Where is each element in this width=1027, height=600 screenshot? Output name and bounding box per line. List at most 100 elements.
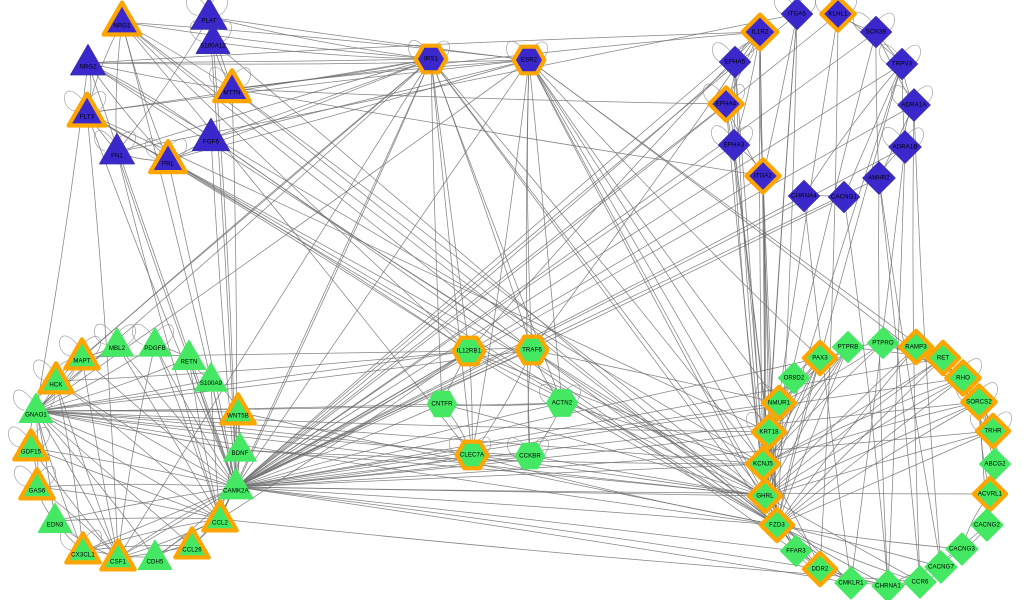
node-shape-diamond[interactable] — [862, 161, 896, 195]
node-shape-diamond[interactable] — [897, 328, 935, 366]
node-shape-hexagon[interactable] — [514, 334, 550, 366]
node-shape-triangle[interactable] — [223, 432, 257, 462]
node-shape-diamond[interactable] — [885, 47, 919, 81]
graph-node[interactable]: EPHA3 — [717, 128, 751, 162]
graph-node[interactable]: ITGA2 — [744, 157, 782, 195]
node-shape-diamond[interactable] — [746, 477, 784, 515]
node-shape-triangle[interactable] — [70, 44, 106, 76]
node-shape-diamond[interactable] — [974, 412, 1012, 450]
node-shape-diamond[interactable] — [960, 383, 998, 421]
node-shape-triangle[interactable] — [37, 361, 75, 395]
node-shape-diamond[interactable] — [924, 550, 958, 584]
node-shape-hexagon[interactable] — [413, 43, 449, 75]
node-shape-hexagon[interactable] — [545, 389, 579, 417]
node-shape-triangle[interactable] — [148, 139, 188, 175]
node-shape-diamond[interactable] — [707, 85, 745, 123]
node-shape-diamond[interactable] — [888, 130, 922, 164]
graph-node[interactable]: IRS1 — [413, 43, 449, 75]
graph-node[interactable]: GAS6 — [18, 467, 56, 501]
node-shape-triangle[interactable] — [37, 502, 73, 534]
node-shape-diamond[interactable] — [970, 508, 1004, 542]
graph-node[interactable]: ACVRL1 — [971, 475, 1009, 513]
node-shape-diamond[interactable] — [740, 12, 780, 52]
graph-node[interactable]: NRG1 — [101, 0, 143, 37]
node-shape-diamond[interactable] — [819, 0, 857, 33]
graph-node[interactable]: IL12RB1 — [451, 335, 487, 367]
node-shape-triangle[interactable] — [18, 467, 56, 501]
node-shape-triangle[interactable] — [99, 538, 137, 572]
node-shape-hexagon[interactable] — [511, 44, 547, 76]
node-shape-diamond[interactable] — [717, 128, 751, 162]
node-shape-hexagon[interactable] — [454, 439, 490, 471]
node-shape-diamond[interactable] — [897, 88, 931, 122]
graph-node[interactable]: TRAF6 — [514, 334, 550, 366]
node-shape-diamond[interactable] — [758, 506, 796, 544]
node-shape-triangle[interactable] — [101, 0, 143, 37]
graph-node[interactable]: NRG2 — [70, 44, 106, 76]
node-shape-diamond[interactable] — [718, 45, 752, 79]
node-shape-triangle[interactable] — [12, 428, 50, 462]
node-shape-triangle[interactable] — [99, 133, 135, 165]
node-shape-triangle[interactable] — [138, 327, 172, 357]
node-shape-hexagon[interactable] — [426, 390, 458, 418]
graph-node[interactable]: ITGA5 — [780, 0, 814, 31]
graph-node[interactable]: PDGFB — [138, 327, 172, 357]
node-shape-triangle[interactable] — [218, 468, 254, 500]
graph-node[interactable]: IL1R2 — [740, 12, 780, 52]
node-shape-triangle[interactable] — [171, 339, 207, 370]
node-shape-triangle[interactable] — [194, 362, 228, 392]
node-shape-diamond[interactable] — [777, 361, 811, 395]
node-shape-diamond[interactable] — [945, 532, 979, 566]
graph-node[interactable]: ABCG2 — [978, 447, 1012, 481]
graph-node[interactable]: CNTFR — [426, 390, 458, 418]
graph-node[interactable]: PTPRO — [866, 326, 900, 360]
node-shape-triangle[interactable] — [173, 526, 211, 560]
node-shape-diamond[interactable] — [859, 15, 893, 49]
node-shape-diamond[interactable] — [750, 413, 788, 451]
graph-node[interactable]: CCL26 — [173, 526, 211, 560]
graph-node[interactable]: PLAT — [190, 0, 228, 30]
node-shape-diamond[interactable] — [801, 550, 839, 588]
graph-node[interactable]: CACNG2 — [970, 508, 1004, 542]
node-shape-hexagon[interactable] — [451, 335, 487, 367]
node-shape-diamond[interactable] — [866, 326, 900, 360]
node-shape-diamond[interactable] — [924, 339, 962, 377]
node-shape-diamond[interactable] — [971, 475, 1009, 513]
node-shape-diamond[interactable] — [779, 534, 813, 568]
node-shape-diamond[interactable] — [944, 359, 982, 397]
node-shape-diamond[interactable] — [780, 0, 814, 31]
node-shape-diamond[interactable] — [978, 447, 1012, 481]
node-shape-triangle[interactable] — [66, 91, 108, 128]
node-shape-diamond[interactable] — [834, 566, 868, 600]
graph-node[interactable]: MAPT — [63, 337, 101, 371]
graph-node[interactable]: ADRA1B — [888, 130, 922, 164]
node-shape-diamond[interactable] — [831, 330, 865, 364]
node-shape-triangle[interactable] — [219, 392, 257, 426]
node-shape-triangle[interactable] — [64, 531, 102, 565]
graph-node[interactable]: ESR2 — [511, 44, 547, 76]
graph-node[interactable]: SCN3B — [859, 15, 893, 49]
node-shape-hexagon[interactable] — [514, 442, 546, 470]
node-shape-diamond[interactable] — [801, 339, 839, 377]
node-shape-triangle[interactable] — [137, 539, 173, 571]
node-shape-triangle[interactable] — [195, 23, 231, 55]
node-shape-triangle[interactable] — [201, 499, 239, 533]
graph-node[interactable]: CHRNA1 — [871, 569, 905, 600]
node-shape-triangle[interactable] — [190, 0, 228, 30]
graph-node[interactable]: CMKLR1 — [834, 566, 868, 600]
node-shape-diamond[interactable] — [787, 179, 821, 213]
node-shape-diamond[interactable] — [827, 180, 861, 214]
node-shape-diamond[interactable] — [871, 569, 905, 600]
node-shape-triangle[interactable] — [212, 68, 252, 104]
graph-node[interactable]: CLEC7A — [454, 439, 490, 471]
graph-node[interactable]: DDR2 — [801, 550, 839, 588]
node-shape-diamond[interactable] — [760, 384, 798, 422]
node-shape-diamond[interactable] — [903, 565, 937, 599]
node-shape-triangle[interactable] — [18, 392, 54, 423]
node-shape-triangle[interactable] — [192, 117, 230, 152]
graph-node[interactable]: CCL2 — [201, 499, 239, 533]
graph-node[interactable]: EPHA5 — [718, 45, 752, 79]
node-shape-triangle[interactable] — [100, 327, 134, 357]
